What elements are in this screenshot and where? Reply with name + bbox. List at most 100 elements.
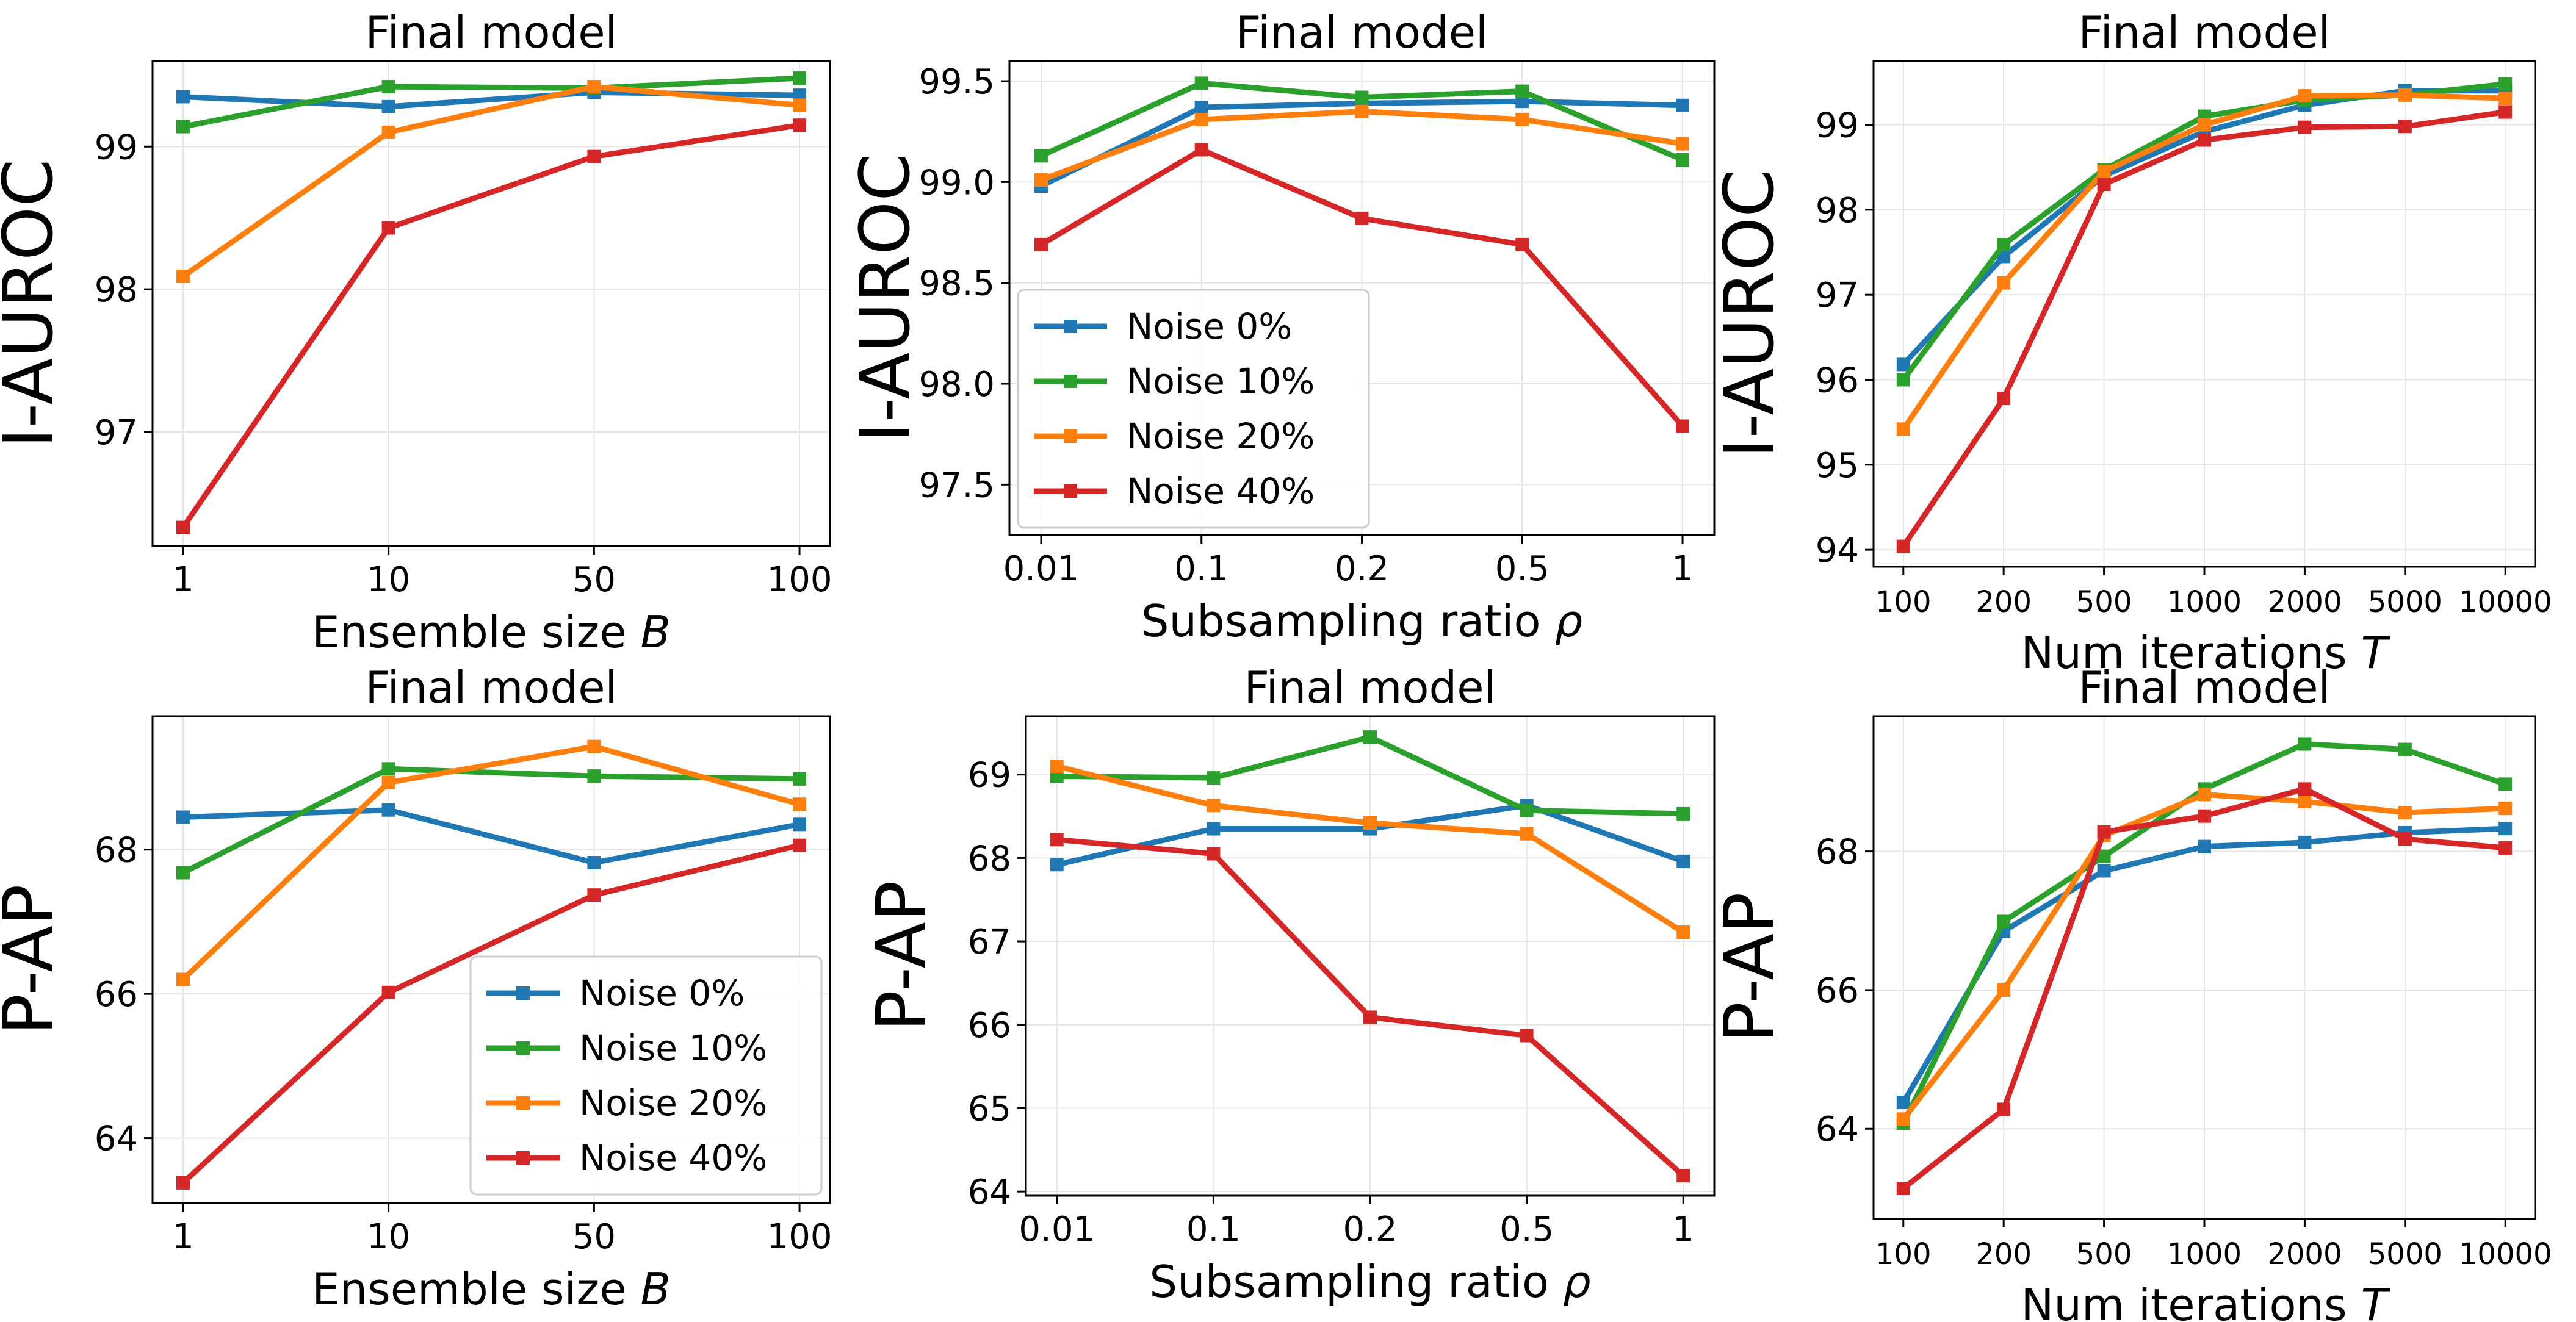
x-tick-label: 5000 [2368, 1237, 2442, 1271]
x-tick-label: 10 [367, 560, 410, 600]
x-axis-label-variable: B [641, 1263, 671, 1315]
data-point [1034, 173, 1048, 187]
data-point [2398, 120, 2412, 134]
x-axis-label-text: Ensemble size [312, 1263, 640, 1315]
y-tick-label: 64 [1816, 1110, 1859, 1149]
legend-entry: Noise 0% [579, 972, 745, 1014]
legend-entry: Noise 40% [1127, 470, 1315, 512]
x-tick-label: 0.2 [1335, 549, 1389, 589]
series-line-noise-1 [182, 75, 800, 129]
data-point [1363, 1010, 1377, 1024]
data-point [176, 120, 190, 134]
data-point [2398, 805, 2412, 819]
series-line-noise-1 [181, 766, 800, 875]
data-point [2298, 120, 2312, 134]
legend-entry: Noise 0% [1127, 306, 1292, 347]
x-tick-label: 100 [1875, 1237, 1932, 1271]
chart-title: Final model [365, 7, 617, 58]
x-axis-label-variable: ρ [1563, 1256, 1591, 1307]
data-point [1997, 392, 2011, 406]
data-point [793, 817, 807, 832]
data-point [1207, 822, 1221, 836]
data-point [1896, 1181, 1910, 1195]
x-tick-label: 50 [572, 1217, 616, 1257]
data-point [1050, 833, 1064, 847]
y-tick-label: 98 [1816, 191, 1859, 231]
chart-title: Final model [2078, 7, 2330, 58]
legend-swatch-marker [1064, 375, 1077, 388]
y-tick-label: 68 [95, 831, 138, 871]
x-axis-label: Num iterations T [2021, 1279, 2390, 1322]
y-tick-label: 98.5 [918, 264, 995, 304]
data-point [1520, 827, 1534, 841]
legend-swatch-marker [1064, 484, 1077, 498]
x-tick-label: 50 [572, 560, 616, 600]
data-point [2097, 825, 2111, 839]
legend-entry: Noise 10% [579, 1027, 767, 1069]
data-point [793, 71, 807, 85]
x-tick-label: 0.1 [1174, 549, 1228, 589]
y-tick-label: 98.0 [918, 365, 995, 404]
x-axis-label-text: Subsampling ratio [1141, 595, 1555, 647]
legend-entry: Noise 20% [1127, 415, 1315, 457]
data-point [1896, 373, 1910, 387]
data-point [793, 772, 807, 786]
x-axis-label: Num iterations T [2021, 627, 2390, 678]
x-tick-label: 1000 [2167, 585, 2242, 619]
chart-p5: 0.01 0.1 0.2 0.5 1 64 65 66 67 68 69 Final model Sub… [862, 662, 1716, 1307]
data-point [2398, 742, 2412, 756]
data-point [1520, 803, 1534, 817]
data-point [587, 855, 601, 869]
y-tick-label: 97.5 [918, 465, 995, 505]
x-tick-label: 0.01 [1019, 1210, 1095, 1249]
data-point [793, 98, 807, 112]
y-axis-label: I-AUROC [0, 159, 68, 448]
data-point [381, 80, 395, 94]
data-point [1515, 95, 1529, 109]
x-axis-label: Ensemble size B [312, 606, 671, 658]
data-point [1676, 854, 1690, 868]
data-point [2298, 89, 2312, 103]
y-axis-label: P-AP [0, 884, 68, 1035]
legend-swatch-marker [516, 1151, 530, 1165]
data-point [176, 866, 190, 880]
data-point [381, 775, 395, 789]
y-axis-label: P-AP [1710, 892, 1789, 1043]
x-axis-label-variable: T [2361, 627, 2391, 678]
y-tick-label: 68 [968, 839, 1011, 878]
data-point [1997, 1102, 2011, 1116]
data-point [1896, 1112, 1910, 1126]
y-tick-label: 69 [968, 756, 1011, 796]
y-tick-label: 66 [95, 975, 138, 1015]
series-line-noise-2 [181, 744, 801, 982]
data-point [381, 125, 395, 139]
x-axis-label-text: Num iterations [2021, 1279, 2361, 1322]
legend: Noise 0% Noise 10% Noise 20% Noise 40% [1017, 289, 1370, 529]
data-point [2498, 841, 2513, 855]
x-tick-label: 1 [172, 1217, 194, 1257]
data-point [2398, 88, 2412, 102]
data-point [1520, 1029, 1534, 1043]
data-point [1207, 847, 1221, 861]
data-point [587, 739, 601, 753]
data-point [2298, 794, 2312, 808]
data-point [1676, 98, 1690, 112]
data-point [2097, 165, 2111, 179]
chart-p1: 1 10 50 100 97 98 99 Final model Ensemble size B… [0, 7, 832, 658]
data-point [793, 118, 807, 132]
x-tick-label: 2000 [2267, 1237, 2342, 1271]
x-tick-label: 1 [1672, 1210, 1694, 1249]
legend-swatch-marker [516, 1096, 530, 1110]
chart-title: Final model [2078, 662, 2330, 713]
legend-swatch-marker [1064, 320, 1077, 333]
legend: Noise 0% Noise 10% Noise 20% Noise 40% [469, 955, 823, 1196]
y-tick-label: 99 [1816, 106, 1859, 145]
data-point [176, 810, 190, 824]
x-axis-label-text: Num iterations [2021, 627, 2361, 678]
x-axis-label-text: Subsampling ratio [1149, 1256, 1563, 1307]
y-tick-label: 64 [968, 1173, 1011, 1212]
data-point [176, 270, 190, 284]
y-axis-label: P-AP [862, 880, 942, 1031]
legend-swatch-marker [1064, 429, 1077, 443]
